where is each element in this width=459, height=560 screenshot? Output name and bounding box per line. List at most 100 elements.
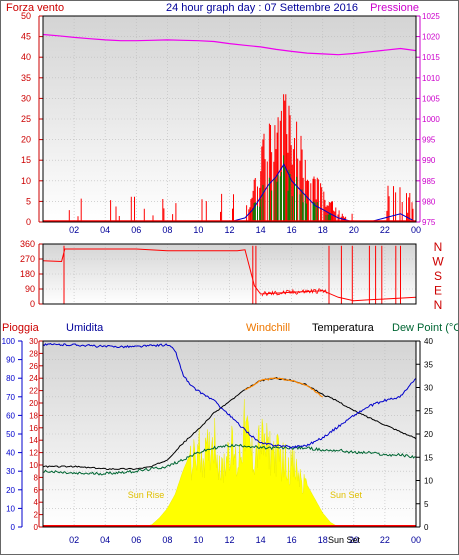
y-label-direction: 270	[20, 254, 35, 264]
y-label-rain: 10	[29, 461, 38, 470]
direction-label: S	[434, 269, 442, 283]
y-label-pressure: 1005	[422, 94, 440, 103]
y-label-pressure: 1025	[422, 12, 440, 21]
header-pressure-label: Pressione	[370, 2, 419, 14]
y-label-rain: 26	[29, 362, 38, 371]
panel2-frame	[42, 243, 417, 305]
y-label-rain: 22	[29, 387, 38, 396]
y-label-temperature: 5	[424, 500, 429, 509]
panel2-axes: 0 90 180 270 360	[20, 239, 43, 309]
y-label-pressure: 1000	[422, 115, 440, 124]
solar-radiation-area	[143, 399, 340, 528]
y-label-wind: 15	[21, 155, 31, 165]
x-tick-label: 18	[318, 535, 328, 545]
y-label-humidity: 60	[6, 411, 15, 420]
x-tick-label: 22	[380, 225, 390, 235]
x-tick-label: 06	[131, 535, 141, 545]
y-label-rain: 2	[34, 511, 39, 520]
y-label-temperature: 35	[424, 360, 433, 369]
wind-direction-line	[42, 248, 417, 302]
y-label-rain: 20	[29, 399, 38, 408]
y-label-pressure: 995	[422, 136, 436, 145]
y-label-rain: 30	[29, 337, 38, 346]
y-label-temperature: 25	[424, 407, 433, 416]
sunrise-annotation: Sun Rise	[128, 490, 165, 500]
x-tick-label: 08	[162, 535, 172, 545]
header-title: 24 hour graph day : 07 Settembre 2016	[166, 2, 358, 14]
y-label-direction: 360	[20, 239, 35, 249]
y-label-rain: 24	[29, 374, 38, 383]
y-label-humidity: 20	[6, 486, 15, 495]
x-tick-label: 08	[162, 225, 172, 235]
x-tick-label: 10	[193, 225, 203, 235]
x-tick-label: 16	[287, 225, 297, 235]
x-tick-label: 16	[287, 535, 297, 545]
x-tick-label: 14	[256, 225, 266, 235]
x-tick-label: 02	[69, 535, 79, 545]
y-label-temperature: 10	[424, 477, 433, 486]
x-tick-label: 22	[380, 535, 390, 545]
y-label-humidity: 40	[6, 449, 15, 458]
y-label-temperature: 30	[424, 384, 433, 393]
y-label-direction: 90	[25, 284, 35, 294]
y-label-humidity: 0	[11, 523, 16, 532]
y-label-humidity: 30	[6, 467, 15, 476]
windchill-line	[244, 377, 324, 398]
x-tick-label: 04	[100, 225, 110, 235]
y-label-humidity: 80	[6, 374, 15, 383]
y-label-pressure: 1010	[422, 74, 440, 83]
y-label-rain: 0	[34, 523, 39, 532]
x-tick-label: 04	[100, 535, 110, 545]
y-label-temperature: 15	[424, 453, 433, 462]
sunset-axis-annotation: Sun Set	[328, 535, 361, 545]
humidity-label: Umidita	[66, 322, 104, 334]
pressure-line	[42, 33, 417, 56]
x-tick-label: 00	[411, 535, 421, 545]
y-label-wind: 25	[21, 114, 31, 124]
x-tick-label: 00	[411, 225, 421, 235]
y-label-pressure: 990	[422, 156, 436, 165]
y-label-humidity: 100	[2, 337, 16, 346]
wind-pressure-panel: 0510152025303540455097598098599099510001…	[21, 11, 440, 235]
panel1-frame	[42, 15, 417, 223]
panel1-axes: 0510152025303540455097598098599099510001…	[21, 11, 440, 235]
direction-label: N	[434, 298, 443, 312]
y-label-wind: 45	[21, 32, 31, 42]
x-tick-label: 02	[69, 225, 79, 235]
temp-humidity-panel: 0102030405060708090100024681012141618202…	[2, 337, 434, 545]
wind-direction-noise	[261, 288, 328, 297]
x-tick-label: 20	[349, 535, 359, 545]
header-wind-label: Forza vento	[6, 2, 64, 14]
y-label-pressure: 980	[422, 197, 436, 206]
x-tick-label: 18	[318, 225, 328, 235]
panel2-marks	[42, 245, 417, 304]
x-tick-label: 12	[224, 535, 234, 545]
wind-direction-spikes	[63, 245, 401, 304]
y-label-temperature: 40	[424, 337, 433, 346]
windchill-label: Windchill	[246, 322, 290, 334]
y-label-pressure: 975	[422, 218, 436, 227]
y-label-pressure: 1015	[422, 53, 440, 62]
sunset-annotation: Sun Set	[330, 490, 363, 500]
y-label-humidity: 90	[6, 356, 15, 365]
y-label-rain: 28	[29, 349, 38, 358]
dewpoint-label: Dew Point (°C	[392, 322, 459, 334]
y-label-rain: 4	[34, 498, 39, 507]
direction-label: E	[434, 284, 442, 298]
y-label-temperature: 20	[424, 430, 433, 439]
panel3-axes: 0102030405060708090100024681012141618202…	[2, 337, 434, 545]
direction-label: N	[434, 240, 443, 254]
panel3-marks	[42, 343, 417, 528]
panel3-frame	[42, 340, 417, 528]
y-label-wind: 35	[21, 73, 31, 83]
y-label-humidity: 10	[6, 504, 15, 513]
y-label-wind: 5	[26, 196, 31, 206]
direction-label: W	[432, 255, 444, 269]
y-label-rain: 6	[34, 486, 39, 495]
temperature-label: Temperatura	[312, 322, 375, 334]
wind-gust-bars	[252, 155, 331, 222]
